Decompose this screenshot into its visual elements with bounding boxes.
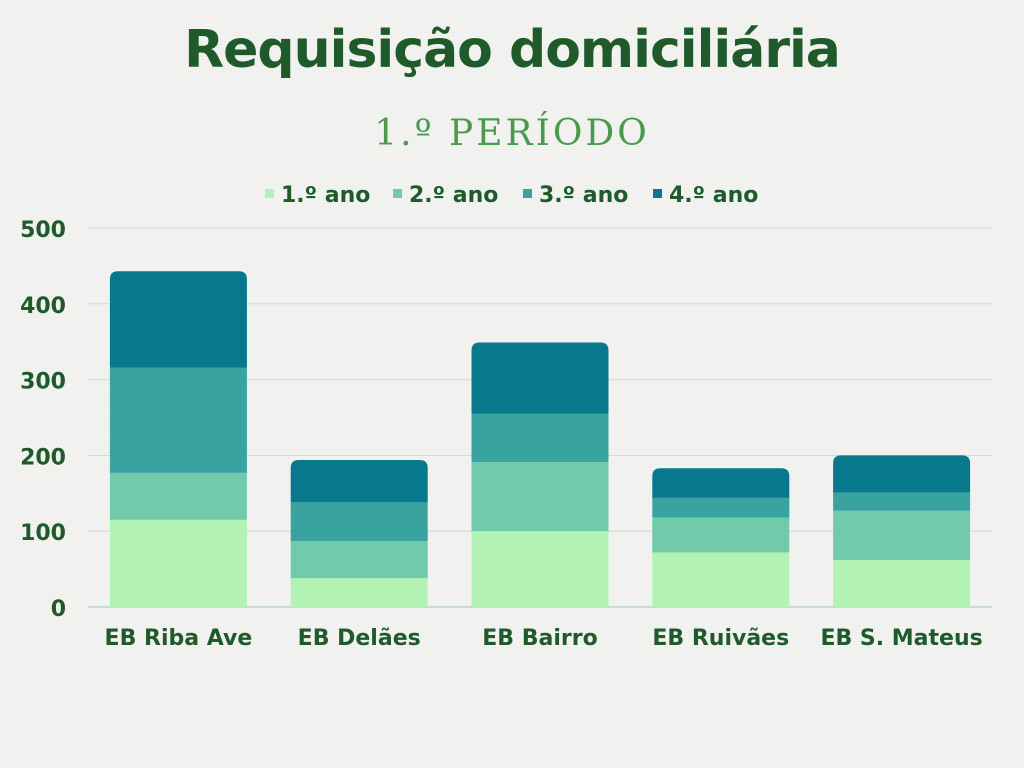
x-tick-label: EB Riba Ave <box>105 626 253 651</box>
legend-item: 3.º ano <box>523 183 628 208</box>
legend-label: 2.º ano <box>409 183 498 208</box>
bar-segment <box>290 541 428 579</box>
legend-swatch <box>265 189 274 198</box>
bar-stack <box>471 342 609 607</box>
bar-stack <box>290 459 428 607</box>
chart-title: Requisição domiciliária <box>184 20 841 80</box>
y-tick-label: 200 <box>20 445 66 470</box>
bar-segment <box>833 455 971 493</box>
bar-segment <box>652 517 790 553</box>
y-tick-label: 500 <box>20 218 66 243</box>
y-tick-label: 400 <box>20 294 66 319</box>
bar-segment <box>833 560 971 607</box>
x-tick-label: EB Bairro <box>482 626 597 651</box>
legend-swatch <box>653 189 662 198</box>
bar-stack <box>652 468 790 607</box>
legend-item: 1.º ano <box>265 183 370 208</box>
bar-segment <box>109 519 247 607</box>
x-tick-label: EB Delães <box>298 626 421 651</box>
bar-segment <box>652 552 790 607</box>
bar-segment <box>833 510 971 561</box>
bar-segment <box>109 472 247 520</box>
legend-label: 1.º ano <box>281 183 370 208</box>
bar-segment <box>652 497 790 518</box>
x-tick-label: EB Ruivães <box>652 626 789 651</box>
legend-label: 3.º ano <box>539 183 628 208</box>
bar-segment <box>471 531 609 607</box>
bar-segment <box>833 492 971 511</box>
bar-segment <box>109 367 247 473</box>
bar-segment <box>471 413 609 463</box>
y-tick-label: 100 <box>20 521 66 546</box>
legend-swatch <box>523 189 532 198</box>
bar-stack <box>833 455 971 607</box>
bar-segment <box>290 502 428 542</box>
bar-segment <box>109 271 247 368</box>
bar-segment <box>471 342 609 414</box>
y-tick-label: 0 <box>51 597 66 622</box>
legend-label: 4.º ano <box>669 183 758 208</box>
legend-item: 2.º ano <box>393 183 498 208</box>
bar-segment <box>652 468 790 498</box>
bar-stack <box>109 271 247 607</box>
y-tick-label: 300 <box>20 370 66 395</box>
chart-subtitle: 1.º PERÍODO <box>374 113 650 154</box>
bar-segment <box>290 578 428 607</box>
bar-segment <box>290 459 428 503</box>
bar-segment <box>471 462 609 532</box>
legend-item: 4.º ano <box>653 183 758 208</box>
x-tick-label: EB S. Mateus <box>820 626 982 651</box>
legend-swatch <box>393 189 402 198</box>
